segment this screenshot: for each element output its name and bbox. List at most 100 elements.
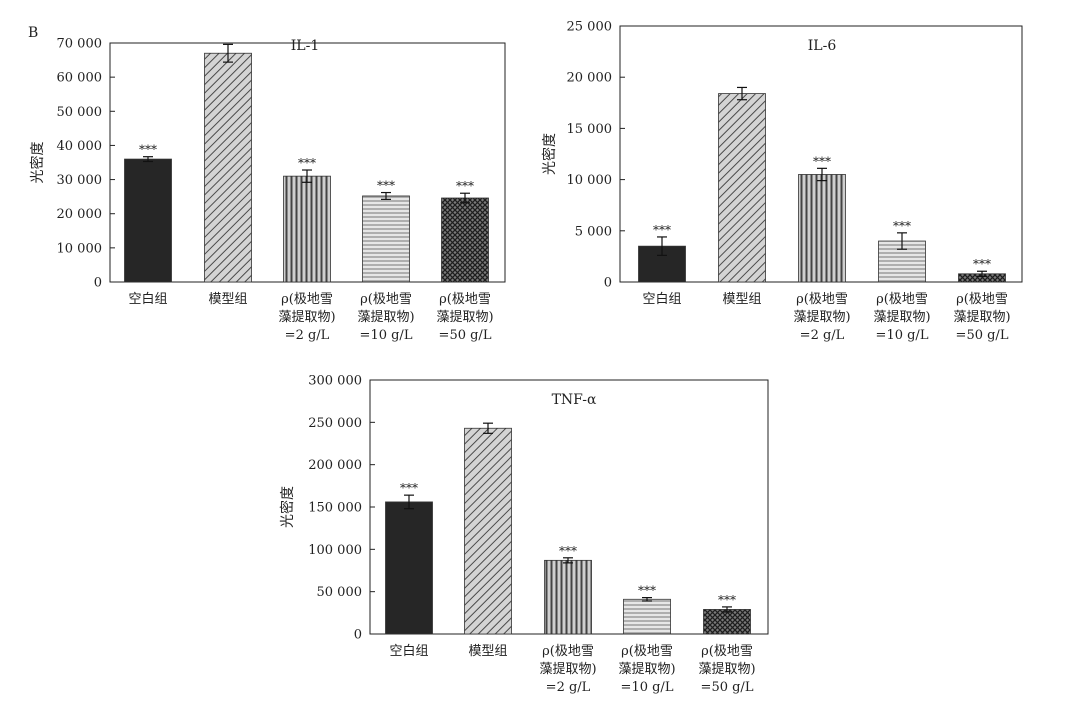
y-tick-label: 60 000 [57, 71, 103, 86]
significance-label: *** [893, 219, 911, 233]
y-tick-label: 300 000 [308, 374, 362, 389]
category-label: 藻提取物) [539, 661, 596, 677]
y-tick-label: 0 [354, 628, 362, 643]
bar [204, 52, 252, 283]
y-tick-label: 50 000 [317, 585, 363, 600]
y-tick-label: 40 000 [57, 139, 103, 154]
y-tick-label: 20 000 [57, 207, 103, 222]
category-label: =2 g/L [546, 680, 591, 695]
y-tick-label: 200 000 [308, 458, 362, 473]
y-tick-label: 250 000 [308, 416, 362, 431]
significance-label: *** [377, 179, 395, 193]
category-label: =2 g/L [800, 328, 845, 343]
chart-il1: IL-1 光密度 0 10 000 20 000 30 000 40 000 50 000 60… [29, 37, 506, 343]
y-axis-label: 光密度 [279, 486, 296, 528]
chart-title: TNF-α [552, 392, 597, 408]
chart-title: IL-6 [808, 38, 837, 54]
category-label: ρ(极地雪 [281, 292, 333, 307]
category-label: ρ(极地雪 [876, 292, 928, 307]
y-tick-label: 25 000 [567, 20, 613, 35]
bar [464, 427, 512, 635]
error-bar [722, 606, 732, 613]
error-bar [977, 270, 987, 277]
y-tick-label: 100 000 [308, 543, 362, 558]
error-bar [302, 169, 312, 183]
significance-label: *** [813, 154, 831, 168]
category-label: ρ(极地雪 [956, 292, 1008, 307]
y-axis-label: 光密度 [29, 142, 46, 184]
category-label: 藻提取物) [357, 309, 414, 325]
significance-label: *** [298, 156, 316, 170]
error-bar [642, 596, 652, 602]
category-label: ρ(极地雪 [542, 644, 594, 659]
chart-title: IL-1 [291, 38, 319, 54]
bar [718, 93, 766, 283]
category-label: ρ(极地雪 [360, 292, 412, 307]
category-label: 模型组 [722, 292, 761, 307]
bar [798, 174, 846, 283]
bar [283, 175, 331, 283]
error-bar [817, 167, 827, 182]
category-label: ρ(极地雪 [796, 292, 848, 307]
bar [441, 197, 489, 283]
y-tick-label: 0 [604, 276, 612, 291]
y-tick-label: 0 [94, 276, 102, 291]
category-label: 藻提取物) [698, 661, 755, 677]
category-label: ρ(极地雪 [439, 292, 491, 307]
category-label: 模型组 [468, 644, 507, 659]
category-label: 藻提取物) [278, 309, 335, 325]
y-tick-label: 5 000 [575, 224, 612, 239]
significance-label: *** [653, 223, 671, 237]
bar [385, 501, 433, 635]
category-label: 藻提取物) [618, 661, 675, 677]
significance-label: *** [139, 143, 157, 157]
error-bar [483, 422, 493, 434]
significance-label: *** [400, 481, 418, 495]
y-tick-label: 70 000 [57, 37, 103, 52]
error-bar [143, 156, 153, 163]
error-bar [460, 192, 470, 204]
error-bar [404, 494, 414, 510]
significance-label: *** [973, 257, 991, 271]
category-label: =10 g/L [876, 328, 929, 343]
y-tick-label: 10 000 [57, 241, 103, 256]
category-label: 藻提取物) [436, 309, 493, 325]
error-bar [737, 86, 747, 101]
y-tick-label: 150 000 [308, 501, 362, 516]
category-label: ρ(极地雪 [621, 644, 673, 659]
category-label: 藻提取物) [953, 309, 1010, 325]
chart-tnf-alpha: TNF-α 光密度 0 50 000 100 000 150 000 200 000 250 … [279, 374, 769, 695]
category-label: =50 g/L [701, 680, 754, 695]
bar [703, 609, 751, 635]
y-tick-label: 30 000 [57, 173, 103, 188]
chart-il6: IL-6 光密度 0 5 000 10 000 15 000 20 000 25 000 ***… [541, 20, 1023, 343]
category-label: 空白组 [128, 291, 167, 307]
significance-label: *** [638, 584, 656, 598]
error-bar [381, 191, 391, 200]
category-label: =10 g/L [360, 328, 413, 343]
category-label: 藻提取物) [793, 309, 850, 325]
panel-label: B [28, 25, 38, 41]
bar [623, 598, 671, 635]
error-bar [223, 43, 233, 63]
y-tick-label: 15 000 [567, 122, 613, 137]
category-label: ρ(极地雪 [701, 644, 753, 659]
error-bar [563, 557, 573, 564]
error-bar [657, 236, 667, 256]
significance-label: *** [456, 179, 474, 193]
category-label: =50 g/L [439, 328, 492, 343]
y-tick-label: 10 000 [567, 173, 613, 188]
category-label: 空白组 [389, 643, 428, 659]
category-label: 空白组 [642, 291, 681, 307]
category-label: =2 g/L [285, 328, 330, 343]
y-tick-label: 20 000 [567, 71, 613, 86]
category-label: =50 g/L [956, 328, 1009, 343]
y-axis-label: 光密度 [541, 133, 558, 175]
category-label: 藻提取物) [873, 309, 930, 325]
category-label: 模型组 [208, 292, 247, 307]
bar [124, 158, 172, 283]
bar [544, 559, 592, 635]
significance-label: *** [718, 593, 736, 607]
y-tick-label: 50 000 [57, 105, 103, 120]
